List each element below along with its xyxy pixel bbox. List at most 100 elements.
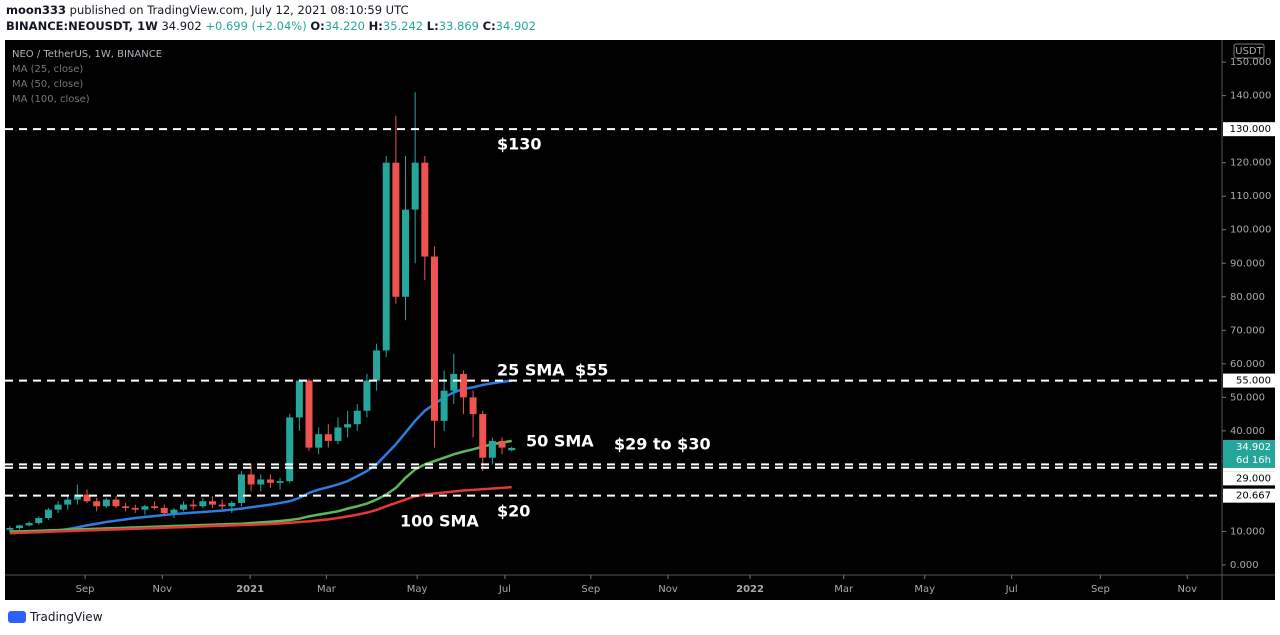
candle-body <box>363 380 371 411</box>
h-key: H: <box>368 19 383 33</box>
candle-body <box>459 373 467 398</box>
candle-body <box>498 440 506 448</box>
candle-body <box>334 427 342 441</box>
candle-body <box>344 424 352 428</box>
candle-body <box>305 380 313 448</box>
candle-body <box>402 209 410 297</box>
annotation: $130 <box>497 135 542 154</box>
candle-body <box>257 479 265 485</box>
level-label: 20.667 <box>1236 491 1271 502</box>
ma-line <box>9 485 512 535</box>
annotation: 25 SMA <box>497 361 565 380</box>
chart: NEO / TetherUS, 1W, BINANCE USDT 0.000 10… <box>5 40 1275 600</box>
candle-body <box>180 504 188 510</box>
footer[interactable]: TradingView <box>30 610 103 624</box>
ma-line <box>9 379 512 535</box>
annotation: 50 SMA <box>526 432 594 451</box>
published: published on TradingView.com, July 12, 2… <box>69 3 409 17</box>
high: 35.242 <box>382 19 424 33</box>
logo <box>8 611 26 623</box>
level-label: 130.000 <box>1230 124 1271 135</box>
candle-body <box>25 523 33 526</box>
chart-bg <box>5 40 1275 600</box>
x-tick-label: Sep <box>1091 584 1110 595</box>
level-label-box <box>1223 471 1275 486</box>
candle-body <box>54 504 62 510</box>
y-tick-label: 110.000 <box>1230 191 1271 202</box>
o-key: O: <box>310 19 325 33</box>
candle-body <box>93 501 101 507</box>
y-tick-label: 150.000 <box>1230 57 1271 68</box>
level-label-box <box>1223 488 1275 503</box>
candle-body <box>44 509 52 519</box>
y-tick-label: 40.000 <box>1230 426 1265 437</box>
legend-entry: MA (100, close) <box>12 94 90 105</box>
candle-body <box>64 499 72 505</box>
candle-body <box>208 501 216 505</box>
x-tick-label: Mar <box>834 584 854 595</box>
x-tick-label: 2021 <box>236 584 264 595</box>
x-tick-label: May <box>407 584 428 595</box>
candle-body <box>266 479 274 483</box>
candle-body <box>151 506 159 508</box>
x-tick-label: Nov <box>658 584 678 595</box>
currency[interactable]: USDT <box>1235 46 1263 57</box>
candle-body <box>324 434 332 441</box>
candle-body <box>411 162 419 210</box>
symbol: BINANCE:NEOUSDT, 1W <box>6 19 158 33</box>
annotation: $20 <box>497 502 530 521</box>
y-tick-label: 80.000 <box>1230 292 1265 303</box>
y-tick-label: 100.000 <box>1230 225 1271 236</box>
candle-body <box>508 447 516 451</box>
author: moon333 <box>6 3 66 17</box>
level-label: 29.000 <box>1236 473 1271 484</box>
x-tick-label: Nov <box>1177 584 1197 595</box>
candle-body <box>160 507 168 513</box>
candle-body <box>353 410 361 425</box>
candle-body <box>479 414 487 458</box>
candle-body <box>295 380 303 418</box>
level-label: 55.000 <box>1236 376 1271 387</box>
candle-body <box>218 504 226 507</box>
candle-body <box>469 397 477 415</box>
y-tick-label: 60.000 <box>1230 359 1265 370</box>
y-tick-label: 0.000 <box>1230 560 1259 571</box>
open: 34.220 <box>324 19 365 33</box>
y-tick-label: 140.000 <box>1230 91 1271 102</box>
x-tick-label: Mar <box>317 584 337 595</box>
close: 34.902 <box>495 19 536 33</box>
candle-body <box>421 162 429 257</box>
ma-line <box>9 439 512 533</box>
last: 34.902 <box>161 19 202 33</box>
candle-body <box>73 494 81 500</box>
candle-body <box>170 509 178 513</box>
publish-line: moon333 published on TradingView.com, Ju… <box>6 2 536 18</box>
candle-body <box>286 417 294 482</box>
currency-box[interactable] <box>1233 43 1265 59</box>
chart-title: NEO / TetherUS, 1W, BINANCE <box>12 49 162 60</box>
x-tick-label: Sep <box>581 584 600 595</box>
candle-body <box>392 162 400 297</box>
candle-body <box>131 507 139 510</box>
candle-body <box>189 504 197 507</box>
annotation: 100 SMA <box>400 512 479 531</box>
candle-body <box>112 499 120 507</box>
current-price-box <box>1223 439 1275 468</box>
candle-body <box>315 434 323 448</box>
x-tick-label: Nov <box>153 584 173 595</box>
x-tick-label: Jul <box>498 584 511 595</box>
y-tick-label: 90.000 <box>1230 258 1265 269</box>
candle-body <box>440 390 448 421</box>
candle-body <box>488 440 496 458</box>
level-label-box <box>1223 373 1275 388</box>
candle-body <box>228 502 236 507</box>
header: moon333 published on TradingView.com, Ju… <box>6 2 536 34</box>
quote-line: BINANCE:NEOUSDT, 1W 34.902 +0.699 (+2.04… <box>6 18 536 34</box>
candle-body <box>15 525 23 529</box>
l-key: L: <box>426 19 439 33</box>
candle-body <box>102 499 110 507</box>
c-key: C: <box>482 19 496 33</box>
candle-body <box>141 506 149 510</box>
candle-body <box>6 528 14 530</box>
